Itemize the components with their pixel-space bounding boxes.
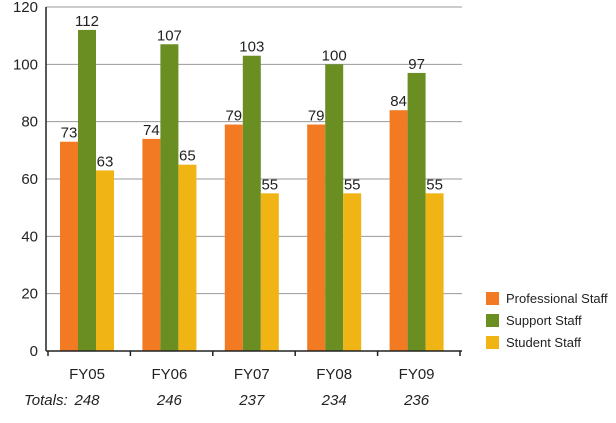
x-category-label: FY08 xyxy=(316,366,352,383)
total-value: 248 xyxy=(73,392,100,409)
y-tick-label: 20 xyxy=(21,286,38,303)
bar-support-fy07 xyxy=(242,55,261,351)
bar-value-label: 55 xyxy=(344,176,361,193)
bar-professional-fy06 xyxy=(142,138,161,351)
bar-value-label: 100 xyxy=(322,47,347,64)
bar-support-fy06 xyxy=(160,44,179,352)
bar-student-fy08 xyxy=(343,193,362,351)
bar-student-fy07 xyxy=(260,193,279,351)
bar-value-label: 74 xyxy=(143,122,160,139)
bar-value-label: 79 xyxy=(308,108,325,125)
y-tick-label: 120 xyxy=(13,0,38,16)
y-tick-label: 40 xyxy=(21,228,38,245)
total-value: 234 xyxy=(321,392,347,409)
legend-swatch-student xyxy=(486,336,499,349)
bar-value-label: 65 xyxy=(179,148,196,165)
bar-professional-fy05 xyxy=(60,141,78,351)
bar-value-label: 103 xyxy=(239,39,264,56)
bar-value-label: 63 xyxy=(97,153,114,170)
bar-support-fy05 xyxy=(78,29,96,352)
y-tick-label: 80 xyxy=(21,114,38,131)
bar-professional-fy08 xyxy=(307,124,326,352)
total-value: 236 xyxy=(403,392,430,409)
bar-value-label: 112 xyxy=(75,13,99,30)
bar-student-fy05 xyxy=(96,170,114,351)
bar-professional-fy07 xyxy=(224,124,243,352)
bar-support-fy08 xyxy=(325,64,344,351)
bar-value-label: 97 xyxy=(408,56,425,73)
y-tick-label: 60 xyxy=(21,171,38,188)
x-category-label: FY07 xyxy=(234,366,270,383)
bar-value-label: 55 xyxy=(261,176,278,193)
total-value: 237 xyxy=(238,392,265,409)
y-tick-label: 100 xyxy=(13,56,38,73)
x-category-label: FY09 xyxy=(399,366,435,383)
legend-swatch-professional xyxy=(486,292,499,305)
total-value: 246 xyxy=(156,392,183,409)
legend-label: Student Staff xyxy=(506,335,581,350)
bar-value-label: 73 xyxy=(61,125,78,142)
bar-value-label: 79 xyxy=(225,108,242,125)
bar-student-fy09 xyxy=(425,193,444,351)
y-tick-label: 0 xyxy=(30,343,38,360)
bar-value-label: 55 xyxy=(426,176,443,193)
x-category-label: FY05 xyxy=(69,366,105,383)
totals-label: Totals: xyxy=(24,392,68,409)
bar-support-fy09 xyxy=(407,72,426,351)
legend-swatch-support xyxy=(486,314,499,327)
x-category-label: FY06 xyxy=(151,366,187,383)
bar-value-label: 107 xyxy=(157,27,182,44)
bar-student-fy06 xyxy=(178,164,197,351)
bar-value-label: 84 xyxy=(390,93,407,110)
bar-professional-fy09 xyxy=(389,110,408,351)
legend-label: Professional Staff xyxy=(506,291,608,306)
legend-label: Support Staff xyxy=(506,313,582,328)
